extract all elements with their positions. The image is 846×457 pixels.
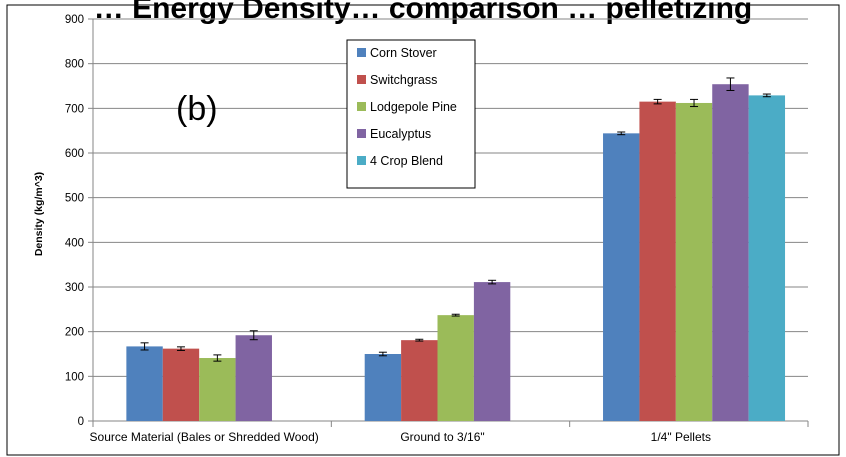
bar-lodgepole-pine-0 (199, 358, 236, 421)
x-category-label: Ground to 3/16" (400, 430, 484, 444)
legend-swatch (357, 102, 366, 111)
bar-corn-stover-0 (126, 346, 163, 421)
y-tick-label: 200 (65, 327, 84, 339)
bar-switchgrass-1 (401, 340, 438, 421)
bar-corn-stover-2 (603, 133, 640, 421)
bar-switchgrass-2 (639, 101, 676, 421)
bar-eucalyptus-2 (712, 84, 749, 422)
y-tick-label: 500 (65, 193, 84, 205)
bar-lodgepole-pine-1 (437, 315, 474, 421)
y-tick-label: 0 (78, 416, 84, 428)
y-axis-title: Density (kg/m^3) (33, 172, 45, 256)
legend-label: Switchgrass (370, 73, 437, 87)
legend-label: Eucalyptus (370, 127, 431, 141)
panel-label: (b) (176, 90, 218, 128)
bar-eucalyptus-0 (235, 335, 272, 421)
bar-eucalyptus-1 (473, 282, 511, 421)
axis-labels: 0 100 200 300 400 500 600 700 800 900 Source Mater… (65, 14, 711, 444)
legend-swatch (357, 156, 366, 165)
legend-swatch (357, 75, 366, 84)
y-tick-label: 900 (65, 14, 84, 26)
legend-label: Corn Stover (370, 46, 437, 60)
legend-box (346, 39, 476, 189)
legend-swatch (357, 129, 366, 138)
bars (126, 77, 786, 422)
bar-switchgrass-0 (162, 348, 200, 421)
bar-4-crop-blend-2 (748, 95, 786, 421)
y-tick-label: 400 (65, 237, 84, 249)
chart-outer-border (6, 4, 840, 456)
legend-swatch (357, 48, 366, 57)
bar-corn-stover-1 (364, 354, 402, 421)
legend: Corn Stover Switchgrass Lodgepole Pine Euca… (346, 39, 476, 189)
x-category-label: 1/4" Pellets (651, 430, 711, 444)
x-category-label: Source Material (Bales or Shredded Wood) (90, 430, 319, 444)
chart-title: … Energy Density… comparison … pelletizi… (94, 0, 752, 25)
y-tick-label: 600 (65, 148, 84, 160)
legend-label: 4 Crop Blend (370, 154, 443, 168)
y-tick-label: 100 (65, 371, 84, 383)
bar-lodgepole-pine-2 (675, 102, 713, 422)
y-tick-label: 700 (65, 103, 84, 115)
y-tick-label: 800 (65, 59, 84, 71)
legend-label: Lodgepole Pine (370, 100, 457, 114)
y-tick-label: 300 (65, 282, 84, 294)
